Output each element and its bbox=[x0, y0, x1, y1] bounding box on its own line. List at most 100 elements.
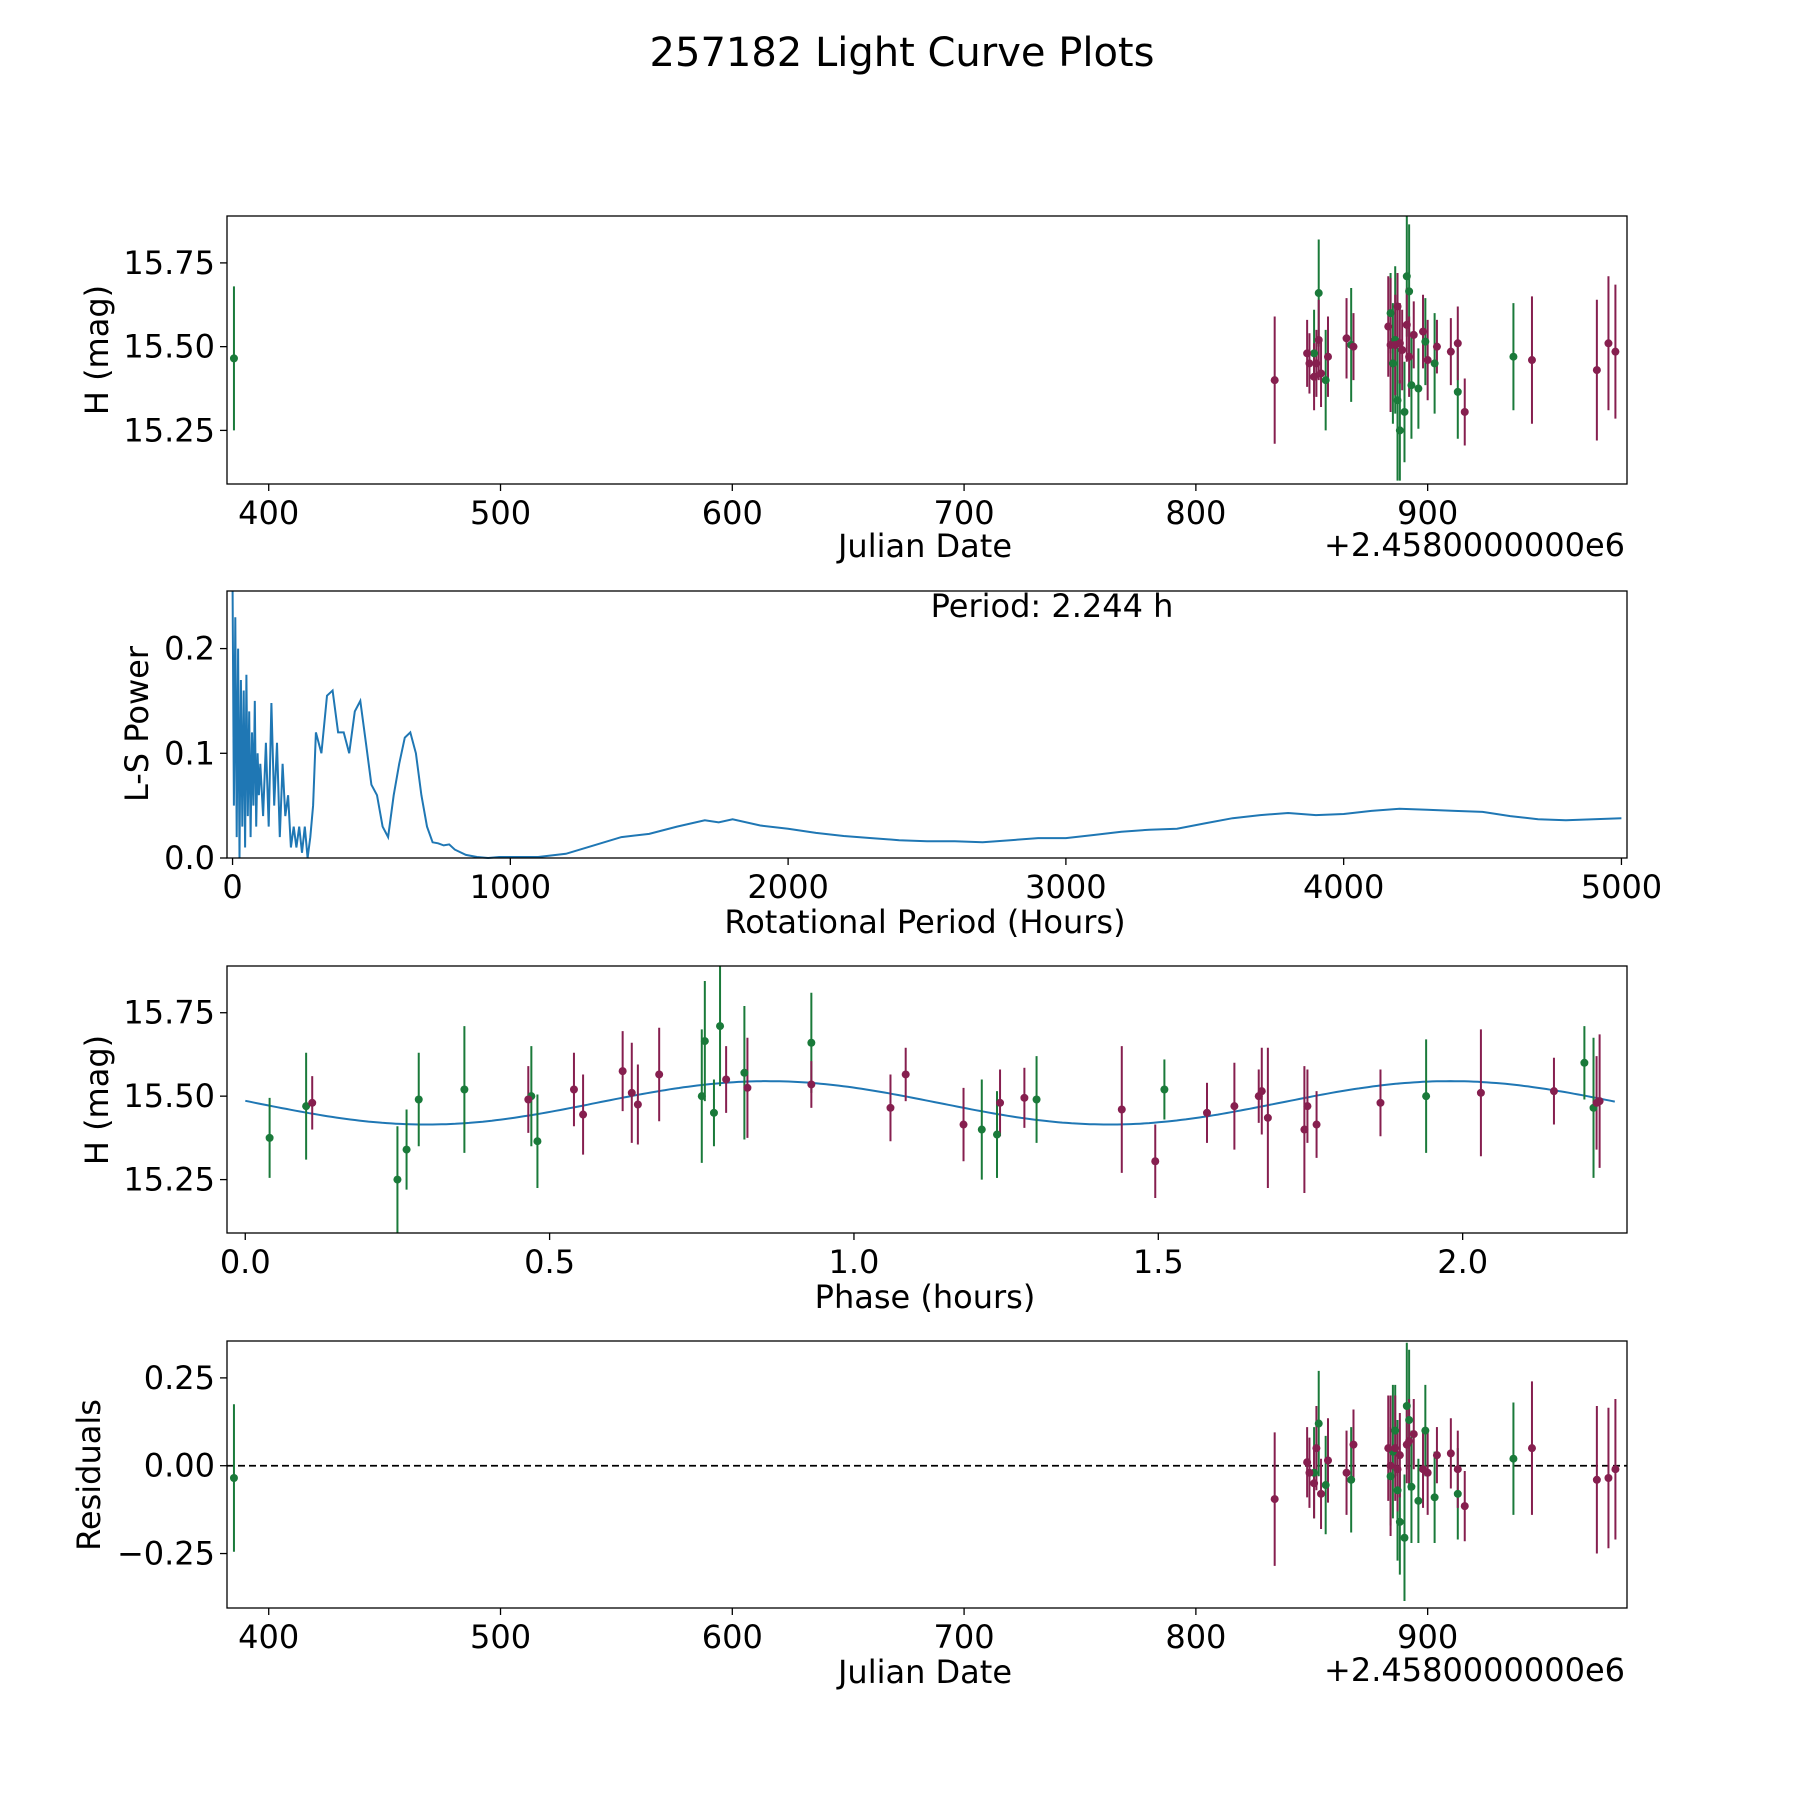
lightcurve-frame bbox=[226, 215, 1628, 485]
phased-point-green bbox=[302, 1102, 311, 1111]
residuals-point-maroon bbox=[1446, 1449, 1455, 1458]
phased-point-maroon bbox=[1549, 1087, 1558, 1096]
phased-point-green bbox=[700, 1037, 709, 1046]
residuals-xtick-label: 600 bbox=[702, 1618, 763, 1656]
lightcurve-point-maroon bbox=[1395, 339, 1404, 348]
panel-phased: 0.0 0.5 1.0 1.5 2.0 15.25 15.50 15.75 Phase (h… bbox=[78, 965, 1628, 1316]
phased-point-green bbox=[697, 1092, 706, 1101]
phased-xtick-label: 2.0 bbox=[1437, 1243, 1488, 1281]
residuals-point-green bbox=[1393, 1486, 1402, 1495]
lightcurve-point-maroon bbox=[1419, 327, 1428, 336]
phased-point-maroon bbox=[308, 1098, 317, 1107]
lightcurve-xticks: 400 500 600 700 800 900 bbox=[238, 484, 1458, 532]
residuals-point-maroon bbox=[1395, 1451, 1404, 1460]
periodogram-xtick-label: 4000 bbox=[1303, 868, 1384, 906]
phased-point-green bbox=[1032, 1095, 1041, 1104]
lightcurve-points bbox=[229, 272, 1620, 435]
phased-point-maroon bbox=[1300, 1125, 1309, 1134]
phased-fit-curve bbox=[245, 1080, 1615, 1126]
residuals-point-maroon bbox=[1310, 1479, 1319, 1488]
phased-point-maroon bbox=[627, 1088, 636, 1097]
phased-point-maroon bbox=[579, 1110, 588, 1119]
lightcurve-point-maroon bbox=[1317, 369, 1326, 378]
lightcurve-point-green bbox=[1393, 396, 1402, 405]
lightcurve-point-maroon bbox=[1402, 320, 1411, 329]
lightcurve-point-maroon bbox=[1270, 376, 1279, 385]
lightcurve-offset-label: +2.4580000000e6 bbox=[1324, 526, 1625, 564]
residuals-point-maroon bbox=[1592, 1475, 1601, 1484]
residuals-ytick-label: −0.25 bbox=[117, 1535, 215, 1573]
residuals-ytick-label: 0.00 bbox=[144, 1447, 215, 1485]
phased-point-maroon bbox=[722, 1075, 731, 1084]
phased-xtick-label: 1.0 bbox=[829, 1243, 880, 1281]
lightcurve-point-maroon bbox=[1409, 330, 1418, 339]
phased-point-maroon bbox=[901, 1070, 910, 1079]
residuals-point-maroon bbox=[1611, 1465, 1620, 1474]
residuals-point-green bbox=[1421, 1426, 1430, 1435]
residuals-point-maroon bbox=[1460, 1502, 1469, 1511]
lightcurve-point-green bbox=[1407, 381, 1416, 390]
phased-point-maroon bbox=[1376, 1098, 1385, 1107]
lightcurve-xtick-label: 400 bbox=[238, 494, 299, 532]
residuals-xtick-label: 900 bbox=[1397, 1618, 1458, 1656]
lightcurve-point-maroon bbox=[1303, 349, 1312, 358]
lightcurve-point-green bbox=[1395, 426, 1404, 435]
residuals-point-green bbox=[1509, 1454, 1518, 1463]
phased-point-maroon bbox=[1303, 1102, 1312, 1111]
residuals-ytick-label: 0.25 bbox=[144, 1359, 215, 1397]
phased-point-green bbox=[709, 1108, 718, 1117]
lightcurve-xtick-label: 900 bbox=[1397, 494, 1458, 532]
panel-residuals: 400 500 600 700 800 900 −0.25 0.00 0.25 Julian … bbox=[70, 1340, 1628, 1691]
lightcurve-errorbars bbox=[232, 216, 1617, 481]
lightcurve-ytick-label: 15.25 bbox=[123, 411, 215, 449]
residuals-point-maroon bbox=[1409, 1430, 1418, 1439]
periodogram-annotation: Period: 2.244 h bbox=[931, 587, 1174, 625]
residuals-point-green bbox=[1405, 1416, 1414, 1425]
lightcurve-ytick-label: 15.75 bbox=[123, 244, 215, 282]
lightcurve-point-maroon bbox=[1310, 372, 1319, 381]
residuals-xtick-label: 800 bbox=[1165, 1618, 1226, 1656]
lightcurve-point-maroon bbox=[1314, 335, 1323, 344]
lightcurve-xtick-label: 800 bbox=[1165, 494, 1226, 532]
residuals-point-green bbox=[1314, 1419, 1323, 1428]
phased-point-maroon bbox=[807, 1080, 816, 1089]
phased-point-green bbox=[393, 1175, 402, 1184]
phased-point-green bbox=[533, 1137, 542, 1146]
periodogram-xtick-label: 3000 bbox=[1025, 868, 1106, 906]
panel-periodogram: 0 1000 2000 3000 4000 5000 0.0 0.1 0.2 Period: … bbox=[118, 587, 1662, 941]
periodogram-xtick-label: 2000 bbox=[747, 868, 828, 906]
figure-title: 257182 Light Curve Plots bbox=[650, 30, 1155, 76]
phased-point-maroon bbox=[1230, 1102, 1239, 1111]
phased-point-green bbox=[1580, 1058, 1589, 1067]
lightcurve-ylabel: H (mag) bbox=[78, 285, 116, 415]
phased-xtick-label: 0.0 bbox=[220, 1243, 271, 1281]
residuals-point-maroon bbox=[1527, 1444, 1536, 1453]
residuals-point-maroon bbox=[1604, 1474, 1613, 1483]
lightcurve-xtick-label: 600 bbox=[702, 494, 763, 532]
lightcurve-point-maroon bbox=[1312, 359, 1321, 368]
residuals-point-green bbox=[1400, 1533, 1409, 1542]
residuals-point-green bbox=[1391, 1426, 1400, 1435]
residuals-point-maroon bbox=[1349, 1440, 1358, 1449]
residuals-point-green bbox=[1402, 1401, 1411, 1410]
lightcurve-point-green bbox=[1314, 289, 1323, 298]
periodogram-ylabel: L-S Power bbox=[118, 645, 156, 802]
lightcurve-point-maroon bbox=[1460, 407, 1469, 416]
lightcurve-point-maroon bbox=[1405, 352, 1414, 361]
residuals-point-maroon bbox=[1432, 1451, 1441, 1460]
periodogram-yticks: 0.0 0.1 0.2 bbox=[164, 630, 227, 877]
phased-point-maroon bbox=[1151, 1157, 1160, 1166]
residuals-xlabel: Julian Date bbox=[836, 1653, 1012, 1691]
residuals-point-maroon bbox=[1405, 1437, 1414, 1446]
phased-point-maroon bbox=[633, 1100, 642, 1109]
periodogram-xlabel: Rotational Period (Hours) bbox=[724, 903, 1125, 941]
residuals-point-green bbox=[1414, 1496, 1423, 1505]
periodogram-xtick-label: 1000 bbox=[470, 868, 551, 906]
lightcurve-point-maroon bbox=[1305, 359, 1314, 368]
lightcurve-point-green bbox=[1421, 337, 1430, 346]
phased-point-maroon bbox=[959, 1120, 968, 1129]
phased-point-maroon bbox=[1312, 1120, 1321, 1129]
phased-point-green bbox=[977, 1125, 986, 1134]
periodogram-ytick-label: 0.2 bbox=[164, 630, 215, 668]
periodogram-frame bbox=[226, 590, 1628, 859]
